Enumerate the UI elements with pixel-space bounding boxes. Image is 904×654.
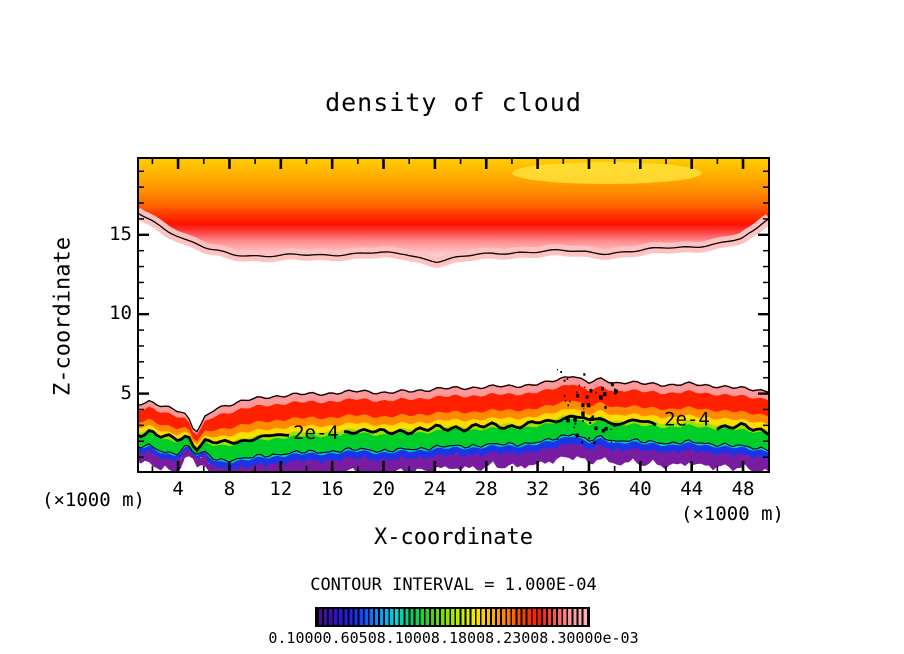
y-tick-label: 5 [120,381,132,404]
x-tick-label: 36 [577,478,601,500]
contour-label-2e-4: 2e-4 [293,422,339,444]
x-tick-label: 44 [680,478,704,500]
y-axis-label: Z-coordinate [50,237,76,396]
y-tick-label: 15 [109,222,132,245]
x-tick-label: 8 [223,478,236,500]
x-tick-label: 16 [320,478,344,500]
contour-label-2e-4: 2e-4 [664,409,710,431]
contour-interval-text: CONTOUR INTERVAL = 1.000E-04 [310,575,597,595]
x-tick-label: 12 [269,478,293,500]
colorbar-tick-labels: 0.10000.60508.10008.18008.23008.30000e-0… [268,629,639,647]
x-unit-label-left: (×1000 m) [42,489,145,511]
plot-area: 2e-4 2e-4 [134,157,773,484]
x-unit-label-right: (×1000 m) [681,503,784,525]
contour-plot: 2e-4 2e-4 [134,157,773,484]
x-axis-label: X-coordinate [374,525,533,550]
x-tick-label: 4 [172,478,184,500]
y-tick-label: 10 [109,302,132,325]
x-tick-label: 32 [526,478,550,500]
x-tick-label: 48 [731,478,755,500]
x-tick-label: 28 [474,478,498,500]
x-tick-label: 24 [423,478,447,500]
chart-title: density of cloud [325,88,582,117]
x-tick-label: 20 [372,478,395,500]
colorbar [315,607,590,627]
x-tick-label: 40 [628,478,652,500]
